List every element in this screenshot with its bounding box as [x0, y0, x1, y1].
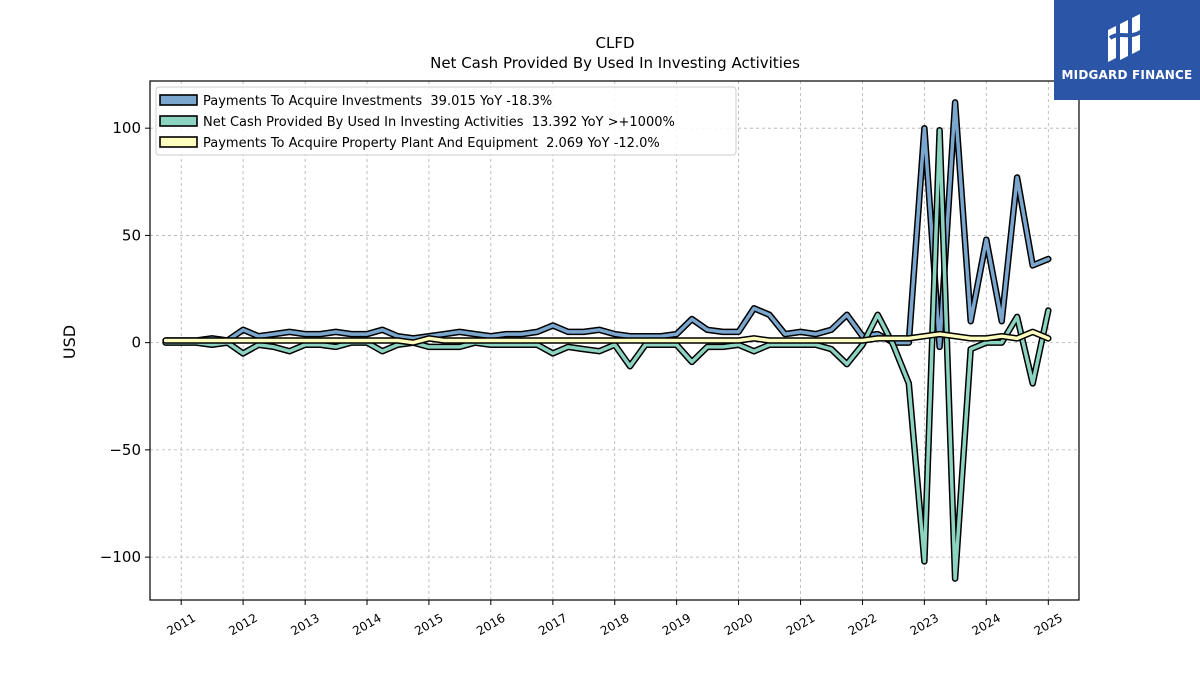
x-tick-label: 2022 [846, 611, 879, 638]
x-tick-label: 2016 [474, 611, 507, 638]
x-tick-label: 2017 [536, 611, 569, 638]
x-tick-label: 2025 [1032, 611, 1065, 638]
x-tick-label: 2023 [908, 611, 941, 638]
y-tick-label: −100 [100, 548, 141, 566]
legend-swatch-3 [159, 136, 198, 148]
brand-mark-icon [1108, 14, 1148, 62]
chart-subtitle: Net Cash Provided By Used In Investing A… [430, 54, 800, 72]
legend: Payments To Acquire Investments 39.015 Y… [155, 86, 737, 156]
series-line-1 [163, 100, 1051, 349]
y-tick-label: 50 [122, 226, 141, 244]
legend-label-1: Payments To Acquire Investments 39.015 Y… [203, 94, 552, 109]
x-tick-label: 2020 [722, 611, 755, 638]
legend-box [155, 86, 737, 156]
series-layer [162, 99, 1052, 582]
series-line-3 [163, 330, 1051, 345]
x-tick-label: 2011 [164, 611, 197, 638]
x-tick-label: 2019 [660, 611, 693, 638]
x-tick-label: 2014 [350, 611, 383, 638]
x-tick-label: 2012 [226, 611, 259, 638]
legend-swatch-2 [159, 115, 198, 127]
brand-name: MIDGARD FINANCE [1061, 68, 1193, 82]
chart-title: CLFD [595, 34, 634, 52]
x-tick-label: 2013 [288, 611, 321, 638]
legend-label-2: Net Cash Provided By Used In Investing A… [203, 115, 675, 130]
x-tick-label: 2015 [412, 611, 445, 638]
legend-swatch-1 [159, 94, 198, 106]
y-axis-label: USD [60, 325, 79, 359]
y-tick-label: 0 [131, 334, 141, 352]
y-tick-label: −50 [109, 441, 141, 459]
legend-label-3: Payments To Acquire Property Plant And E… [203, 136, 660, 151]
x-tick-label: 2021 [784, 611, 817, 638]
series-outline-2 [162, 127, 1052, 582]
x-tick-label: 2024 [970, 611, 1003, 638]
y-tick-label: 100 [112, 119, 141, 137]
x-tick-label: 2018 [598, 611, 631, 638]
brand-logo: MIDGARD FINANCE [1054, 0, 1200, 100]
series-line-2 [163, 128, 1051, 581]
